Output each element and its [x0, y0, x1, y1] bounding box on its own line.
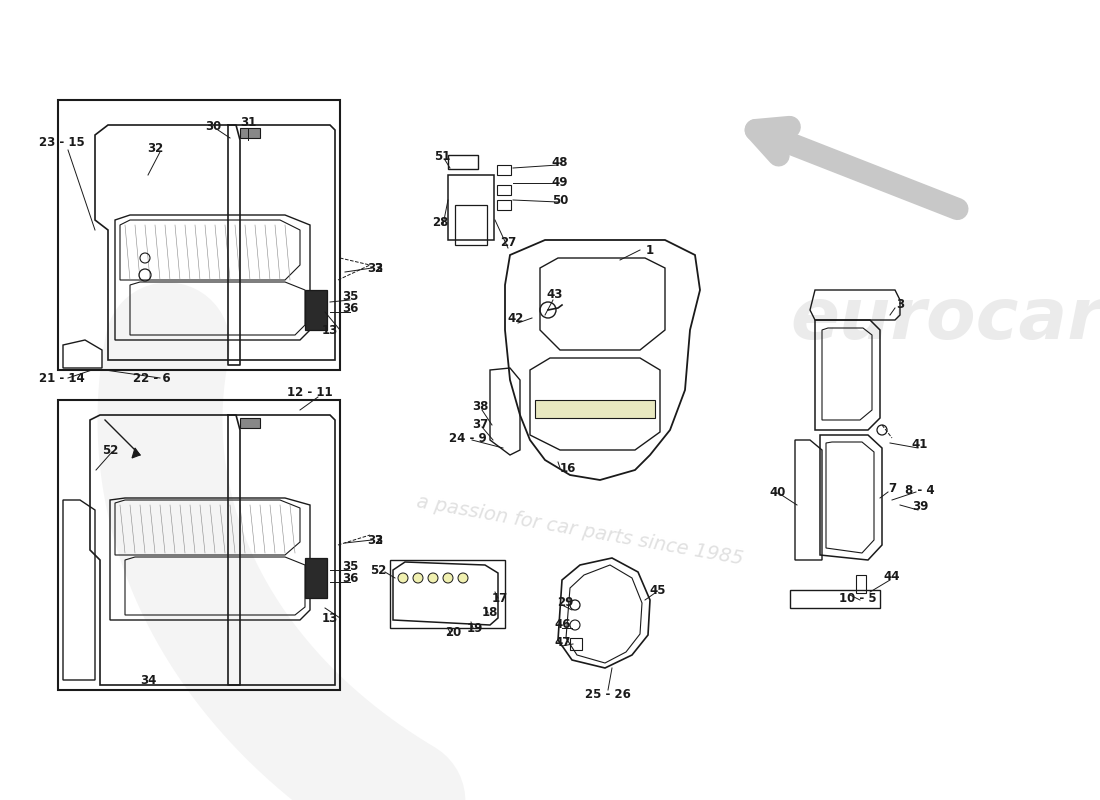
Text: 33: 33	[367, 534, 383, 546]
Text: 17: 17	[492, 591, 508, 605]
Bar	[240, 418, 260, 428]
Bar	[448, 175, 494, 240]
Circle shape	[428, 573, 438, 583]
Text: 51: 51	[433, 150, 450, 163]
Text: 18: 18	[482, 606, 498, 619]
Text: 28: 28	[432, 215, 448, 229]
Text: 24 - 9: 24 - 9	[449, 431, 487, 445]
Text: 38: 38	[472, 401, 488, 414]
Text: 48: 48	[552, 157, 569, 170]
Circle shape	[443, 573, 453, 583]
Text: 52: 52	[102, 443, 118, 457]
Text: 13: 13	[322, 611, 338, 625]
Text: 39: 39	[912, 501, 928, 514]
Bar	[497, 165, 512, 175]
Text: 43: 43	[547, 289, 563, 302]
Text: 21 - 14: 21 - 14	[40, 371, 85, 385]
Polygon shape	[132, 448, 140, 458]
Bar	[497, 185, 512, 195]
Text: 7: 7	[888, 482, 896, 494]
Text: 50: 50	[552, 194, 569, 206]
Text: 40: 40	[770, 486, 786, 498]
Text: 36: 36	[342, 302, 359, 314]
Circle shape	[458, 573, 468, 583]
Text: 49: 49	[552, 175, 569, 189]
Text: 37: 37	[472, 418, 488, 431]
Bar	[455, 205, 487, 245]
Text: 22 - 6: 22 - 6	[133, 371, 170, 385]
Text: 10 - 5: 10 - 5	[839, 591, 877, 605]
Text: 45: 45	[650, 583, 667, 597]
Text: 30: 30	[205, 121, 221, 134]
Bar	[240, 128, 260, 138]
Text: 35: 35	[342, 290, 359, 302]
Text: a passion for car parts since 1985: a passion for car parts since 1985	[415, 492, 745, 568]
Text: 23 - 15: 23 - 15	[40, 135, 85, 149]
Text: 32: 32	[147, 142, 163, 154]
Bar	[790, 590, 880, 608]
Text: 41: 41	[912, 438, 928, 451]
Text: 1: 1	[646, 243, 654, 257]
Bar	[390, 560, 505, 628]
Text: 46: 46	[554, 618, 571, 631]
Circle shape	[412, 573, 424, 583]
Bar	[497, 200, 512, 210]
Text: 42: 42	[508, 311, 525, 325]
Bar	[856, 575, 866, 593]
Text: 16: 16	[560, 462, 576, 474]
Text: 33: 33	[367, 262, 383, 274]
Text: 34: 34	[140, 674, 156, 686]
Bar	[570, 638, 582, 650]
Text: 2: 2	[374, 534, 382, 546]
Text: 19: 19	[466, 622, 483, 634]
Bar	[448, 155, 478, 169]
Text: 29: 29	[557, 595, 573, 609]
Bar	[305, 558, 327, 598]
Text: 36: 36	[342, 571, 359, 585]
Text: 20: 20	[444, 626, 461, 639]
Bar	[535, 400, 654, 418]
Text: 13: 13	[322, 323, 338, 337]
Text: 2: 2	[374, 262, 382, 274]
Text: 27: 27	[499, 237, 516, 250]
Text: 25 - 26: 25 - 26	[585, 689, 631, 702]
Text: 44: 44	[883, 570, 900, 583]
Text: 31: 31	[240, 117, 256, 130]
Text: 8 - 4: 8 - 4	[905, 483, 935, 497]
Text: 47: 47	[554, 637, 571, 650]
Text: 35: 35	[342, 559, 359, 573]
Text: 52: 52	[370, 563, 386, 577]
Text: 12 - 11: 12 - 11	[287, 386, 333, 399]
Bar	[305, 290, 327, 330]
Text: eurocares: eurocares	[790, 286, 1100, 354]
Circle shape	[398, 573, 408, 583]
Text: 3: 3	[895, 298, 904, 311]
